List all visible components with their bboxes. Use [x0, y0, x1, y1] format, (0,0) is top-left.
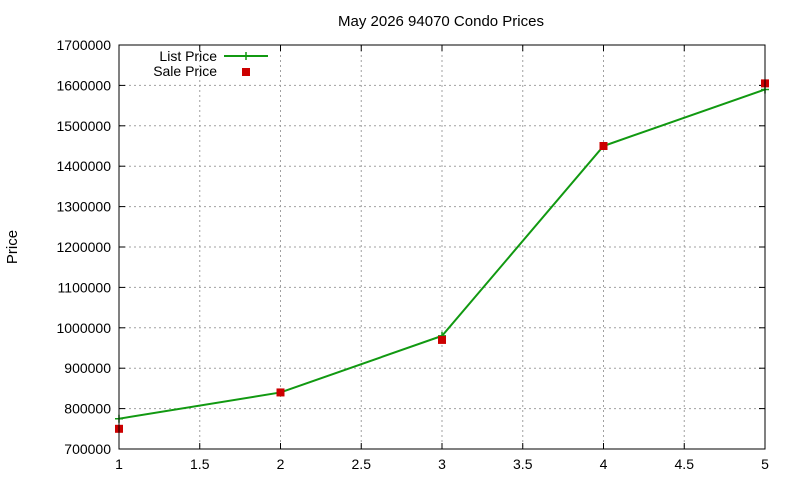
sale-price-point — [438, 335, 446, 344]
axis-labels: 700000 800000 900000 1000000 1100000 1200000 1… — [56, 37, 769, 472]
grid-lines — [119, 45, 765, 449]
legend-swatch-sale-price — [242, 68, 250, 76]
sale-price-point — [276, 388, 285, 397]
y-tick-label: 1300000 — [56, 199, 111, 215]
y-axis-label: Price — [4, 230, 21, 264]
sale-price-point — [599, 142, 608, 150]
plot-frame — [118, 44, 766, 450]
y-tick-label: 1400000 — [56, 158, 111, 174]
x-tick-label: 2 — [277, 456, 285, 472]
legend-label-sale-price: Sale Price — [153, 63, 217, 79]
y-tick-label: 1000000 — [56, 320, 111, 336]
y-tick-label: 1700000 — [56, 37, 111, 53]
y-tick-label: 1200000 — [56, 239, 111, 255]
x-tick-label: 2.5 — [352, 456, 372, 472]
x-tick-label: 3 — [438, 456, 446, 472]
x-tick-label: 1.5 — [190, 456, 210, 472]
y-tick-label: 1600000 — [56, 77, 111, 93]
legend-label-list-price: List Price — [159, 48, 217, 64]
y-tick-label: 1100000 — [58, 279, 112, 295]
y-tick-label: 1500000 — [56, 118, 111, 134]
x-tick-label: 4 — [600, 456, 608, 472]
x-tick-label: 3.5 — [513, 456, 533, 472]
legend-marker-list-price — [242, 52, 250, 60]
x-tick-label: 4.5 — [675, 456, 695, 472]
y-tick-label: 900000 — [64, 360, 111, 376]
x-tick-label: 5 — [761, 456, 769, 472]
x-tick-label: 1 — [115, 456, 123, 472]
chart-title: May 2026 94070 Condo Prices — [338, 13, 544, 30]
y-tick-label: 700000 — [64, 441, 111, 457]
y-tick-label: 800000 — [64, 401, 111, 417]
